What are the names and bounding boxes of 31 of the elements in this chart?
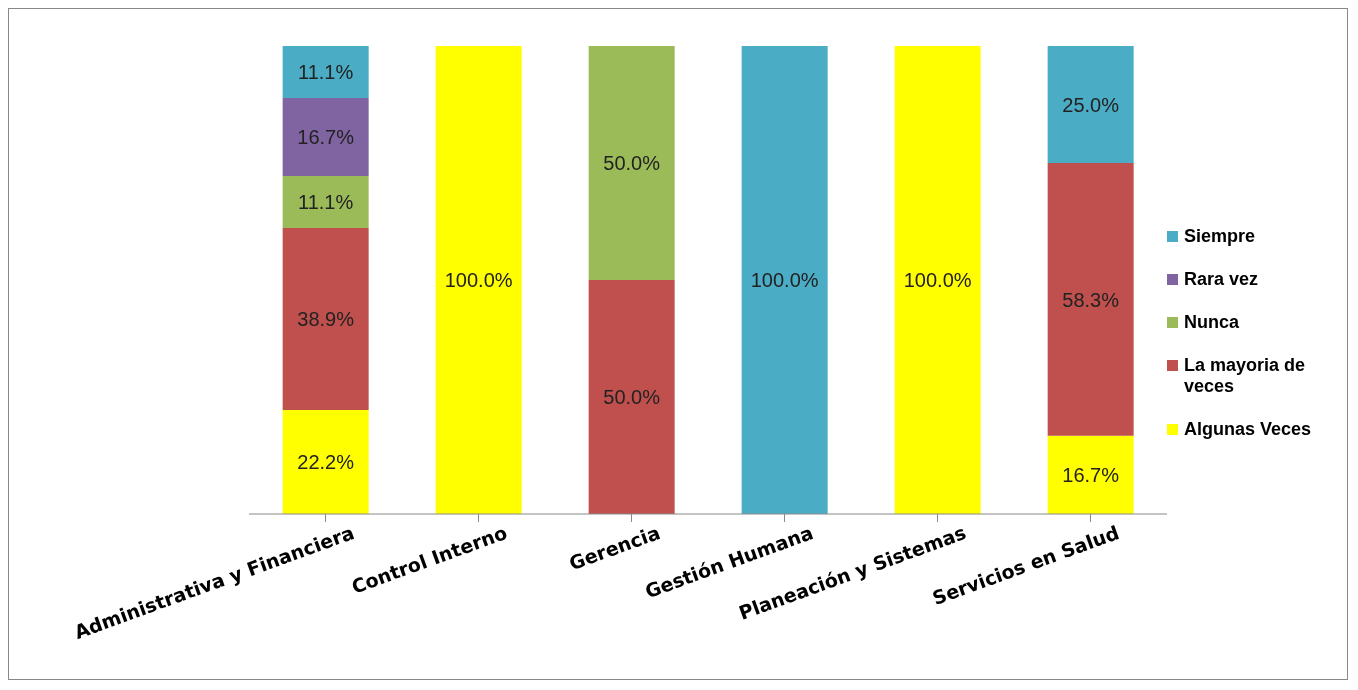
- data-label: 11.1%: [298, 191, 354, 214]
- legend-label: Siempre: [1184, 226, 1256, 247]
- bar: [741, 46, 828, 514]
- data-label: 100.0%: [903, 269, 972, 292]
- bar: [282, 410, 369, 514]
- bar: [588, 46, 675, 280]
- data-label: 16.7%: [1062, 464, 1120, 487]
- legend-label: Algunas Veces: [1184, 419, 1312, 440]
- legend-label: Nunca: [1184, 312, 1240, 333]
- legend-label: Rara vez: [1184, 269, 1259, 290]
- data-label: 16.7%: [297, 126, 355, 149]
- legend-label: La mayoria de veces: [1184, 355, 1307, 397]
- bar: [282, 228, 369, 411]
- data-label: 100.0%: [750, 269, 819, 292]
- data-label: 38.9%: [297, 308, 355, 331]
- bar: [435, 46, 522, 514]
- data-label: 11.1%: [298, 61, 354, 84]
- bar: [894, 46, 981, 514]
- data-label: 58.3%: [1062, 288, 1120, 311]
- bar: [1047, 163, 1134, 436]
- data-label: 25.0%: [1062, 93, 1120, 116]
- bar: [282, 97, 369, 177]
- data-label: 50.0%: [603, 386, 661, 409]
- data-label: 50.0%: [603, 152, 661, 175]
- bar: [282, 176, 369, 229]
- bar: [588, 280, 675, 514]
- bar: [1047, 46, 1134, 163]
- bar: [1047, 435, 1134, 514]
- data-label: 100.0%: [444, 269, 513, 292]
- data-label: 22.2%: [297, 451, 355, 474]
- bar: [282, 46, 369, 98]
